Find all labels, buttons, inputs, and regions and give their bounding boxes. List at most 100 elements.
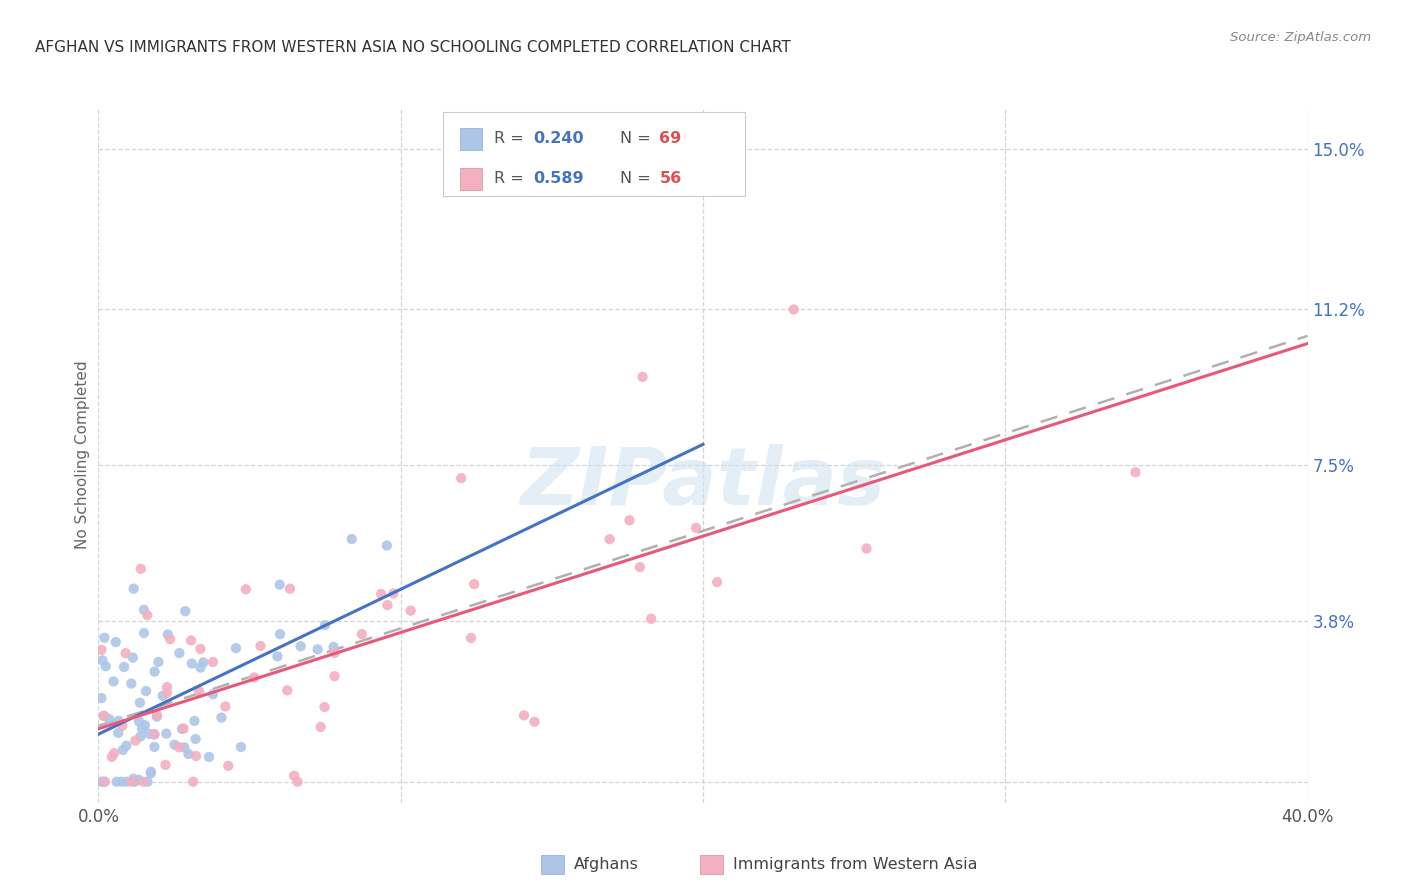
- Point: [184, 731, 207, 746]
- Point: [129, 562, 152, 576]
- Point: [90, 643, 112, 657]
- Point: [855, 541, 877, 556]
- Point: [214, 699, 236, 714]
- Point: [93, 631, 115, 645]
- Text: 56: 56: [659, 171, 682, 186]
- Point: [450, 471, 472, 485]
- Point: [111, 719, 134, 733]
- Text: Afghans: Afghans: [574, 857, 638, 871]
- Point: [183, 714, 205, 728]
- Point: [115, 739, 138, 753]
- Point: [243, 671, 266, 685]
- Point: [314, 700, 336, 714]
- Point: [114, 646, 136, 660]
- Point: [276, 683, 298, 698]
- Point: [143, 727, 166, 741]
- Point: [128, 772, 150, 787]
- Point: [148, 655, 170, 669]
- Point: [143, 665, 166, 679]
- Point: [323, 646, 346, 660]
- Point: [132, 774, 155, 789]
- Point: [104, 635, 127, 649]
- Point: [278, 582, 301, 596]
- Point: [309, 720, 332, 734]
- Point: [128, 696, 150, 710]
- Point: [631, 370, 654, 384]
- Point: [107, 714, 129, 728]
- Point: [323, 669, 346, 683]
- Point: [377, 598, 399, 612]
- Point: [640, 612, 662, 626]
- Point: [307, 642, 329, 657]
- Text: 69: 69: [659, 131, 682, 146]
- Point: [103, 674, 125, 689]
- Point: [156, 686, 179, 700]
- Point: [122, 772, 145, 786]
- Point: [188, 684, 211, 698]
- Point: [103, 746, 125, 760]
- Point: [135, 684, 157, 698]
- Point: [91, 653, 114, 667]
- Point: [143, 727, 166, 741]
- Point: [169, 646, 191, 660]
- Point: [269, 577, 291, 591]
- Point: [132, 626, 155, 640]
- Text: 0.240: 0.240: [533, 131, 583, 146]
- Point: [115, 774, 138, 789]
- Point: [177, 747, 200, 761]
- Point: [181, 774, 204, 789]
- Point: [287, 774, 309, 789]
- Point: [139, 764, 162, 779]
- Point: [93, 774, 115, 789]
- Point: [201, 655, 224, 669]
- Point: [523, 714, 546, 729]
- Y-axis label: No Schooling Completed: No Schooling Completed: [75, 360, 90, 549]
- Text: ZIPatlas: ZIPatlas: [520, 443, 886, 522]
- Point: [156, 627, 179, 641]
- Text: Immigrants from Western Asia: Immigrants from Western Asia: [733, 857, 977, 871]
- Point: [146, 709, 169, 723]
- Point: [217, 759, 239, 773]
- Point: [340, 532, 363, 546]
- Point: [460, 631, 482, 645]
- Point: [201, 687, 224, 701]
- Point: [143, 739, 166, 754]
- Text: N =: N =: [620, 131, 657, 146]
- Point: [193, 656, 215, 670]
- Point: [98, 712, 121, 726]
- Point: [399, 604, 422, 618]
- Point: [152, 689, 174, 703]
- Point: [90, 691, 112, 706]
- Point: [138, 727, 160, 741]
- Point: [155, 757, 177, 772]
- Point: [685, 521, 707, 535]
- Point: [156, 680, 179, 694]
- Point: [122, 582, 145, 596]
- Point: [322, 640, 344, 654]
- Text: 0.589: 0.589: [533, 171, 583, 186]
- Point: [90, 774, 112, 789]
- Point: [382, 586, 405, 600]
- Point: [350, 627, 373, 641]
- Point: [211, 710, 233, 724]
- Point: [136, 774, 159, 789]
- Point: [266, 649, 288, 664]
- Point: [121, 650, 143, 665]
- Point: [131, 722, 153, 736]
- Point: [249, 639, 271, 653]
- Point: [706, 575, 728, 590]
- Point: [112, 660, 135, 674]
- Point: [174, 604, 197, 618]
- Text: AFGHAN VS IMMIGRANTS FROM WESTERN ASIA NO SCHOOLING COMPLETED CORRELATION CHART: AFGHAN VS IMMIGRANTS FROM WESTERN ASIA N…: [35, 40, 792, 55]
- Point: [111, 743, 134, 757]
- Point: [155, 726, 177, 740]
- Point: [173, 740, 195, 755]
- Point: [190, 660, 212, 674]
- Point: [225, 641, 247, 656]
- Point: [783, 302, 806, 317]
- Point: [180, 657, 202, 671]
- Point: [173, 722, 195, 736]
- Point: [163, 738, 186, 752]
- Text: N =: N =: [620, 171, 657, 186]
- Point: [129, 730, 152, 744]
